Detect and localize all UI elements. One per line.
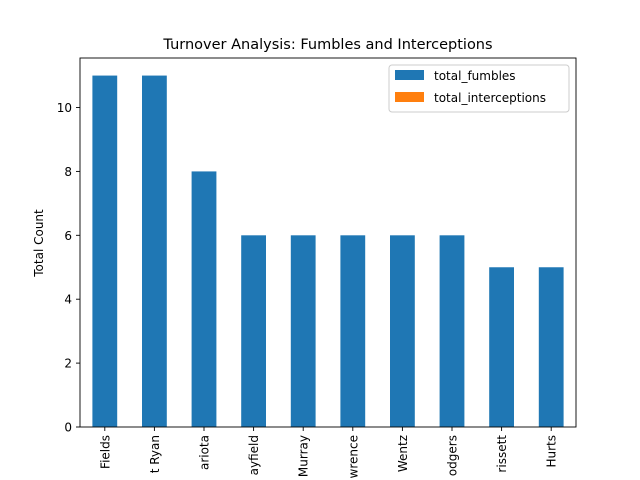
legend-swatch-total_fumbles [395,70,424,80]
bar-total_fumbles-1 [142,75,167,427]
x-tick-label: Hurts [545,435,559,468]
legend-swatch-total_interceptions [395,92,424,102]
bar-total_fumbles-7 [439,235,465,427]
bar-total_fumbles-0 [92,75,118,427]
y-tick-label: 6 [64,229,72,243]
x-tick-label: ayfield [247,435,261,475]
x-tick-label: Murray [297,435,311,477]
axes-layer: 0 2 4 6 8 10 Fields t Ryan ariota ayfield Murray wr… [57,57,577,478]
bar-total_fumbles-5 [340,235,366,427]
x-tick-label: rissett [495,435,509,473]
x-tick-label: odgers [446,435,460,476]
x-tick-label: ariota [198,435,212,470]
bar-total_fumbles-4 [290,235,316,427]
bar-total_fumbles-8 [489,267,514,427]
bar-total_fumbles-2 [191,171,217,427]
legend-box [388,64,570,113]
legend: total_fumbles total_interceptions [388,64,570,113]
x-tick-label: Fields [98,435,112,469]
x-tick-label: wrence [346,435,360,478]
x-tick-label: t Ryan [148,435,162,473]
bar-total_fumbles-9 [538,267,564,427]
bar-total_fumbles-3 [241,235,266,427]
y-axis-label: Total Count [32,209,46,278]
y-tick-label: 2 [64,357,72,371]
plot-frame [79,57,577,428]
legend-label-total_fumbles: total_fumbles [434,69,516,83]
legend-label-total_interceptions: total_interceptions [434,91,546,105]
y-tick-label: 8 [64,165,72,179]
y-tick-label: 4 [64,293,72,307]
y-tick-label: 10 [57,101,72,115]
x-tick-label: Wentz [396,435,410,472]
bars-layer [92,75,564,427]
bar-total_fumbles-6 [390,235,415,427]
chart-title: Turnover Analysis: Fumbles and Intercept… [162,37,492,53]
y-tick-label: 0 [64,421,72,435]
